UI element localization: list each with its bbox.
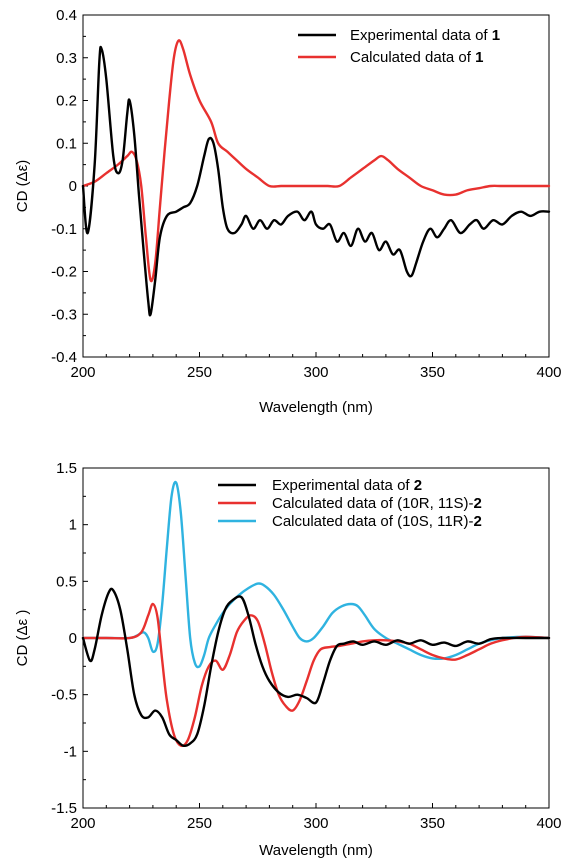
chart-2-legend-text-10s11r: Calculated data of (10S, 11R)-	[272, 513, 474, 530]
chart-1: 0.4 0.3 0.2 0.1 0 -0.1 -0.2 -0.3 -0.4 200 250 300 3…	[14, 7, 562, 416]
chart-2-x-tick-label: 350	[420, 815, 445, 832]
chart-2-x-tick-label: 400	[536, 815, 561, 832]
chart-2-x-ticks: 200 250 300 350 400	[70, 803, 562, 832]
chart-2-y-tick-label: 0	[69, 630, 77, 647]
chart-2-legend-text-10r11s: Calculated data of (10R, 11S)-	[272, 495, 474, 512]
chart-1-y-axis-label: CD (Δε)	[14, 160, 31, 213]
chart-1-legend-label-experimental: Experimental data of 1	[350, 27, 500, 44]
chart-2-y-tick-label: -0.5	[51, 687, 77, 704]
chart-1-x-axis-label: Wavelength (nm)	[259, 399, 373, 416]
chart-1-legend: Experimental data of 1 Calculated data o…	[298, 27, 500, 66]
chart-1-series-line-0	[81, 45, 551, 317]
chart-1-y-tick-label: 0	[69, 178, 77, 195]
chart-2: 1.5 1 0.5 0 -0.5 -1 -1.5 200 250 300 350 400 Wavel…	[14, 460, 562, 859]
chart-2-y-tick-label: 0.5	[56, 573, 77, 590]
chart-2-x-tick-label: 300	[303, 815, 328, 832]
chart-2-legend-compound-10s11r: 2	[474, 513, 482, 530]
chart-1-legend-compound-experimental: 1	[492, 27, 500, 44]
chart-2-y-tick-label: 1	[69, 517, 77, 534]
chart-2-legend-compound-10r11s: 2	[474, 495, 482, 512]
chart-1-x-ticks: 200 250 300 350 400	[70, 352, 562, 381]
chart-2-y-axis-label: CD (Δε )	[14, 610, 31, 667]
chart-2-x-tick-label: 250	[187, 815, 212, 832]
chart-1-y-tick-label: -0.1	[51, 221, 77, 238]
chart-2-y-tick-label: -1	[64, 743, 77, 760]
chart-1-y-tick-label: 0.3	[56, 50, 77, 67]
chart-2-legend-label-10s11r: Calculated data of (10S, 11R)-2	[272, 513, 482, 530]
chart-2-series-line-1	[81, 602, 551, 748]
chart-2-x-axis-label: Wavelength (nm)	[259, 842, 373, 859]
chart-1-legend-text-experimental: Experimental data of	[350, 27, 492, 44]
chart-2-y-tick-label: -1.5	[51, 800, 77, 817]
chart-2-legend: Experimental data of 2 Calculated data o…	[218, 477, 482, 530]
chart-1-x-tick-label: 250	[187, 364, 212, 381]
chart-1-x-tick-label: 400	[536, 364, 561, 381]
chart-1-series	[81, 39, 551, 317]
chart-2-y-tick-label: 1.5	[56, 460, 77, 477]
chart-2-legend-label-experimental: Experimental data of 2	[272, 477, 422, 494]
chart-1-legend-text-calculated: Calculated data of	[350, 49, 475, 66]
chart-2-legend-compound-experimental: 2	[414, 477, 422, 494]
chart-2-x-tick-label: 200	[70, 815, 95, 832]
chart-1-y-tick-label: 0.1	[56, 135, 77, 152]
chart-1-y-tick-label: -0.3	[51, 306, 77, 323]
chart-1-y-tick-label: -0.4	[51, 349, 77, 366]
chart-1-legend-label-calculated: Calculated data of 1	[350, 49, 483, 66]
chart-1-legend-compound-calculated: 1	[475, 49, 483, 66]
chart-2-y-ticks: 1.5 1 0.5 0 -0.5 -1 -1.5	[51, 460, 88, 817]
chart-2-series-line-0	[81, 587, 551, 748]
chart-1-y-tick-label: -0.2	[51, 264, 77, 281]
chart-1-y-ticks: 0.4 0.3 0.2 0.1 0 -0.1 -0.2 -0.3 -0.4	[51, 7, 88, 366]
chart-1-y-tick-label: 0.4	[56, 7, 77, 24]
chart-2-legend-label-10r11s: Calculated data of (10R, 11S)-2	[272, 495, 482, 512]
chart-1-x-tick-label: 300	[303, 364, 328, 381]
chart-1-series-line-1	[81, 39, 551, 283]
chart-2-series	[81, 480, 551, 748]
chart-1-x-tick-label: 350	[420, 364, 445, 381]
chart-2-legend-text-experimental: Experimental data of	[272, 477, 414, 494]
chart-1-y-tick-label: 0.2	[56, 93, 77, 110]
chart-1-x-tick-label: 200	[70, 364, 95, 381]
chart-2-series-line-2	[81, 480, 551, 669]
